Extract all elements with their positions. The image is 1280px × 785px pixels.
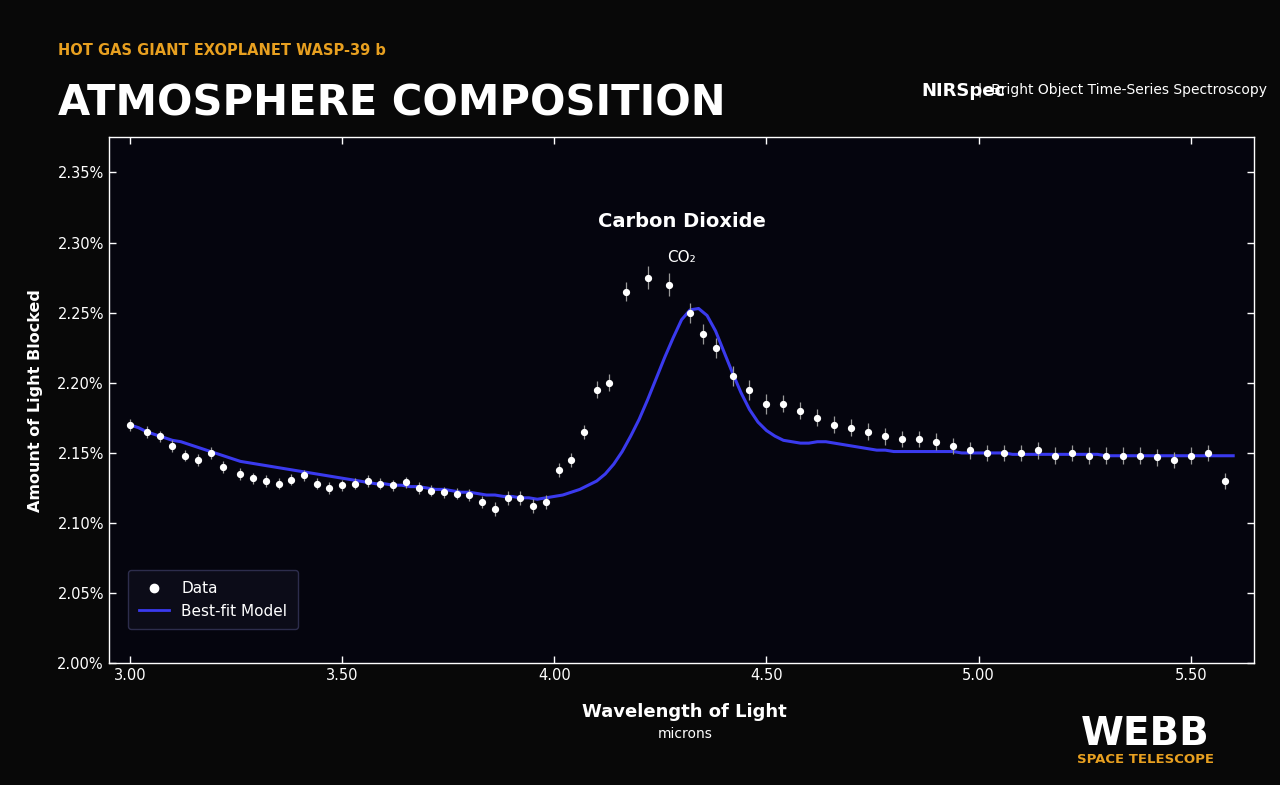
Text: CO₂: CO₂	[667, 250, 696, 265]
Text: ATMOSPHERE COMPOSITION: ATMOSPHERE COMPOSITION	[58, 82, 726, 125]
Text: Carbon Dioxide: Carbon Dioxide	[598, 213, 765, 232]
Text: NIRSpec: NIRSpec	[922, 82, 1006, 100]
Text: microns: microns	[658, 727, 712, 741]
Text: |  Bright Object Time-Series Spectroscopy: | Bright Object Time-Series Spectroscopy	[969, 82, 1267, 97]
Text: Wavelength of Light: Wavelength of Light	[582, 703, 787, 721]
Text: HOT GAS GIANT EXOPLANET WASP-39 b: HOT GAS GIANT EXOPLANET WASP-39 b	[58, 43, 385, 58]
Text: SPACE TELESCOPE: SPACE TELESCOPE	[1076, 753, 1215, 765]
Legend: Data, Best-fit Model: Data, Best-fit Model	[128, 571, 298, 630]
Y-axis label: Amount of Light Blocked: Amount of Light Blocked	[28, 289, 44, 512]
Text: WEBB: WEBB	[1082, 715, 1210, 753]
